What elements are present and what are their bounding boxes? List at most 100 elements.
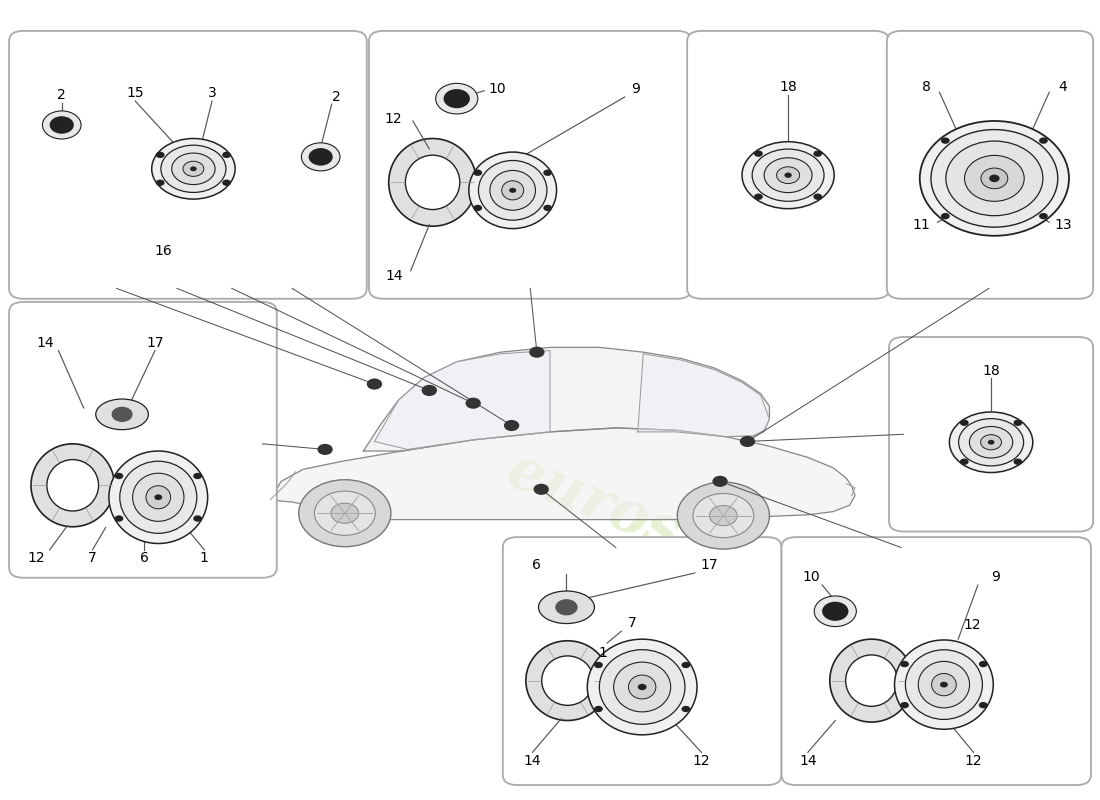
Circle shape [222, 179, 231, 186]
Circle shape [331, 503, 359, 523]
Ellipse shape [541, 656, 593, 706]
Circle shape [682, 706, 691, 712]
Circle shape [194, 473, 202, 479]
Circle shape [960, 419, 969, 426]
Polygon shape [374, 350, 550, 450]
Circle shape [940, 682, 948, 687]
Text: 12: 12 [384, 112, 402, 126]
Circle shape [299, 480, 390, 546]
Text: 2: 2 [332, 90, 340, 104]
Circle shape [742, 142, 834, 209]
Circle shape [1013, 419, 1022, 426]
Circle shape [594, 706, 603, 712]
Circle shape [366, 378, 382, 390]
Ellipse shape [628, 675, 656, 699]
Circle shape [504, 420, 519, 431]
Text: 10: 10 [802, 570, 820, 584]
Circle shape [309, 148, 332, 166]
Circle shape [981, 434, 1001, 450]
FancyBboxPatch shape [503, 537, 781, 785]
Text: 14: 14 [385, 270, 403, 283]
Ellipse shape [894, 640, 993, 730]
Text: 14: 14 [524, 754, 541, 768]
Circle shape [979, 702, 988, 708]
Text: 6: 6 [140, 551, 148, 565]
Text: 13: 13 [1055, 218, 1072, 232]
Text: 4: 4 [1058, 80, 1067, 94]
Text: 1: 1 [200, 551, 209, 565]
Ellipse shape [172, 153, 216, 185]
Circle shape [764, 158, 812, 193]
Ellipse shape [469, 152, 557, 229]
Ellipse shape [587, 639, 697, 735]
Text: 18: 18 [779, 81, 798, 94]
Circle shape [755, 194, 762, 200]
Circle shape [755, 150, 762, 157]
Text: 18: 18 [982, 363, 1000, 378]
Circle shape [543, 170, 552, 176]
Circle shape [421, 385, 437, 396]
Text: 3: 3 [208, 86, 217, 100]
Ellipse shape [96, 399, 148, 430]
Text: 14: 14 [799, 754, 816, 768]
Circle shape [594, 662, 603, 668]
FancyBboxPatch shape [688, 31, 889, 298]
FancyBboxPatch shape [368, 31, 692, 298]
Circle shape [813, 150, 822, 157]
Text: 12: 12 [693, 754, 711, 768]
Circle shape [814, 596, 856, 626]
Ellipse shape [120, 461, 197, 534]
Ellipse shape [133, 474, 184, 522]
Polygon shape [363, 347, 769, 451]
Ellipse shape [502, 181, 524, 200]
Circle shape [529, 346, 544, 358]
Circle shape [43, 111, 81, 139]
Circle shape [543, 205, 552, 211]
Ellipse shape [918, 662, 969, 708]
Polygon shape [638, 354, 769, 437]
Ellipse shape [931, 130, 1058, 227]
Polygon shape [271, 428, 855, 521]
Text: a passion for parts since 1985: a passion for parts since 1985 [522, 565, 786, 666]
Text: eurospares: eurospares [498, 442, 855, 630]
Ellipse shape [490, 170, 536, 210]
Circle shape [443, 89, 470, 108]
Ellipse shape [406, 155, 460, 210]
Circle shape [900, 661, 909, 667]
Ellipse shape [946, 141, 1043, 216]
Circle shape [949, 412, 1033, 473]
Ellipse shape [152, 138, 235, 199]
Circle shape [465, 398, 481, 409]
Circle shape [436, 83, 477, 114]
Circle shape [301, 143, 340, 171]
Text: 12: 12 [28, 551, 45, 565]
FancyBboxPatch shape [9, 31, 366, 298]
Circle shape [940, 213, 949, 219]
Ellipse shape [981, 168, 1008, 189]
Ellipse shape [829, 639, 913, 722]
Circle shape [740, 436, 756, 447]
Circle shape [979, 661, 988, 667]
Text: 7: 7 [88, 551, 97, 565]
Text: 15: 15 [126, 86, 144, 100]
Circle shape [111, 406, 133, 422]
Ellipse shape [31, 444, 114, 526]
FancyBboxPatch shape [781, 537, 1091, 785]
Ellipse shape [932, 674, 956, 696]
Circle shape [678, 482, 769, 549]
Ellipse shape [47, 460, 99, 511]
Text: 7: 7 [628, 616, 637, 630]
Circle shape [473, 170, 482, 176]
Circle shape [813, 194, 822, 200]
Ellipse shape [920, 121, 1069, 236]
Circle shape [989, 174, 1000, 182]
Ellipse shape [478, 161, 547, 220]
Circle shape [509, 188, 516, 193]
FancyBboxPatch shape [887, 31, 1093, 298]
Text: 10: 10 [488, 82, 506, 96]
Circle shape [556, 599, 578, 615]
Text: 17: 17 [146, 336, 164, 350]
Circle shape [713, 476, 728, 487]
Circle shape [777, 167, 800, 183]
Circle shape [693, 494, 754, 538]
